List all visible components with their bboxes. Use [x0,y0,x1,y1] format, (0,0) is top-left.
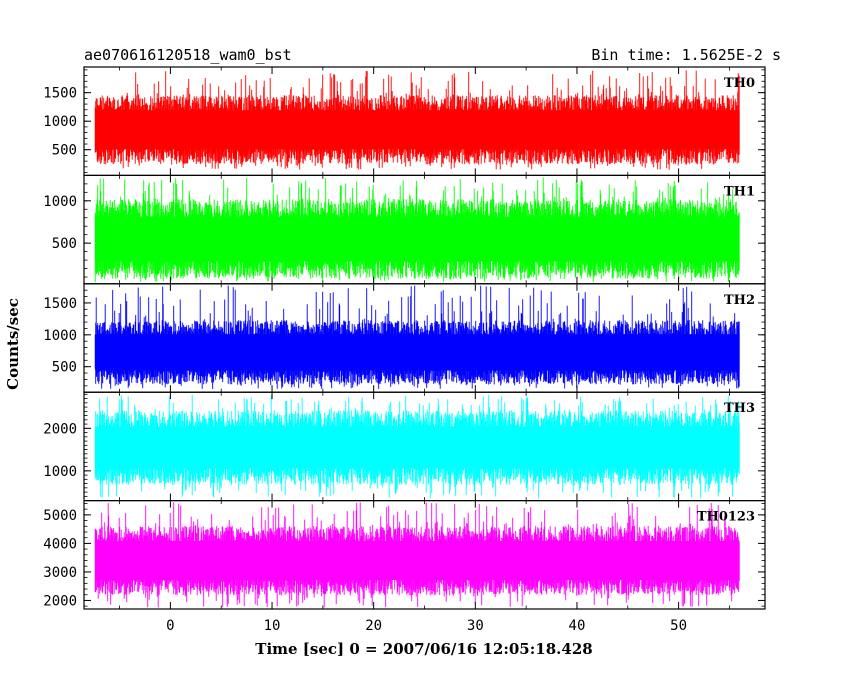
panel-label-th2: TH2 [724,293,755,308]
y-tick-label-th3: 1000 [43,464,77,480]
panel-label-th0123: TH0123 [697,510,755,525]
y-axis-label: Counts/sec [4,298,22,390]
y-tick-label-th1: 1000 [43,194,77,210]
panel-label-th3: TH3 [724,401,755,416]
x-tick-label: 10 [264,618,281,634]
x-tick-label: 40 [569,618,586,634]
y-tick-label-th0123: 2000 [43,593,77,609]
y-tick-label-th0123: 4000 [43,536,77,552]
x-tick-label: 0 [166,618,174,634]
series-core-th0123 [95,540,740,581]
series-core-th1 [95,216,740,262]
y-tick-label-th3: 2000 [43,421,77,437]
y-tick-label-th1: 500 [52,236,77,252]
y-tick-label-th2: 1500 [43,296,77,312]
x-tick-label: 20 [365,618,382,634]
y-tick-label-th0: 1000 [43,114,77,130]
panel-label-th1: TH1 [724,184,755,199]
x-axis-label: Time [sec] 0 = 2007/06/16 12:05:18.428 [255,640,592,658]
series-core-th2 [95,334,740,371]
y-tick-label-th0: 1500 [43,86,77,102]
bin-time-label: Bin time: 1.5625E-2 s [591,46,781,64]
y-tick-label-th0123: 3000 [43,565,77,581]
y-tick-label-th0: 500 [52,143,77,159]
y-tick-label-th0123: 5000 [43,508,77,524]
panel-label-th0: TH0 [724,76,755,91]
x-tick-label: 30 [467,618,484,634]
series-core-th3 [95,426,740,469]
x-tick-label: 50 [670,618,687,634]
y-tick-label-th2: 500 [52,360,77,376]
y-tick-label-th2: 1000 [43,328,77,344]
chart-title: ae070616120518_wam0_bst [84,46,292,64]
series-core-th0 [95,110,740,150]
